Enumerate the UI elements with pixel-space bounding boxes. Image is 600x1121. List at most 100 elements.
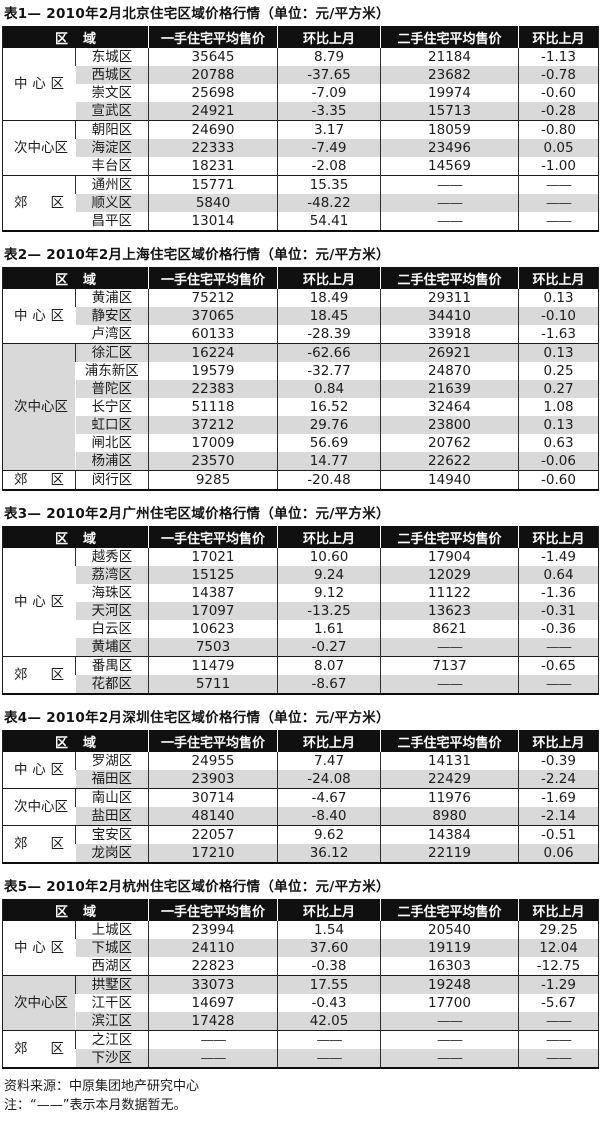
col-header-new-price: 一手住宅平均售价 [148, 26, 278, 48]
new-price-cell: 24110 [148, 939, 278, 957]
new-mom-cell: -3.35 [277, 102, 381, 121]
used-price-cell: 21184 [380, 48, 519, 66]
used-price-cell: 23682 [380, 66, 519, 84]
used-mom-cell: -0.31 [518, 602, 599, 620]
new-mom-cell: -20.48 [277, 470, 381, 490]
district-cell: 通州区 [74, 175, 149, 194]
used-price-cell: 11122 [380, 584, 519, 602]
used-mom-cell: -1.49 [518, 548, 599, 566]
new-price-cell: 11479 [148, 656, 278, 675]
used-price-cell: 19974 [380, 84, 519, 102]
used-price-cell: 19119 [380, 939, 519, 957]
used-mom-cell: —— [518, 194, 599, 212]
new-price-cell: 17009 [148, 434, 278, 452]
table-block: 表2— 2010年2月上海住宅区域价格行情（单位：元/平方米） 区域 一手住宅平均售… [2, 247, 600, 491]
table-title: 表5— 2010年2月杭州住宅区域价格行情（单位：元/平方米） [4, 879, 390, 895]
new-price-cell: 22823 [148, 957, 278, 976]
used-mom-cell: 0.63 [518, 434, 599, 452]
new-price-cell: 22383 [148, 380, 278, 398]
col-header-region: 区域 [2, 267, 149, 289]
region-group-label: 中心区 [14, 308, 64, 324]
used-price-cell: 17700 [380, 994, 519, 1012]
new-mom-cell: -0.27 [277, 638, 381, 657]
new-price-cell: 33073 [148, 975, 278, 994]
new-price-cell: 23903 [148, 770, 278, 789]
used-mom-cell: 1.08 [518, 398, 599, 416]
new-price-cell: 48140 [148, 807, 278, 826]
new-price-cell: 9285 [148, 470, 278, 490]
used-price-cell: 22622 [380, 452, 519, 471]
district-cell: 越秀区 [74, 548, 149, 566]
used-mom-cell: -1.29 [518, 975, 599, 994]
col-header-used-price: 二手住宅平均售价 [380, 730, 519, 752]
new-mom-cell: 0.84 [277, 380, 381, 398]
used-mom-cell: -0.51 [518, 825, 599, 844]
region-group-cell: 郊区 [2, 825, 76, 863]
new-price-cell: 17428 [148, 1012, 278, 1031]
table-row: 次中心区 朝阳区 24690 3.17 18059 -0.80 [2, 120, 599, 176]
used-mom-cell: 0.64 [518, 566, 599, 584]
new-mom-cell: 9.24 [277, 566, 381, 584]
used-price-cell: 20540 [380, 921, 519, 939]
used-price-cell: 23800 [380, 416, 519, 434]
region-group-label: 次中心区 [14, 995, 68, 1011]
table-row: 黄埔区 7503 -0.27 —— —— [3, 638, 599, 657]
new-price-cell: 24690 [148, 120, 278, 139]
new-price-cell: 75212 [148, 289, 278, 307]
region-group-label: 郊区 [14, 667, 64, 683]
col-header-new-price: 一手住宅平均售价 [148, 899, 278, 921]
used-mom-cell: —— [518, 175, 599, 194]
used-mom-cell: -0.06 [518, 452, 599, 471]
used-mom-cell: -1.36 [518, 584, 599, 602]
region-group-label: 郊区 [14, 836, 64, 852]
new-mom-cell: 18.49 [277, 289, 381, 307]
new-mom-cell: 1.61 [277, 620, 381, 638]
col-header-region-label: 区域 [55, 531, 97, 547]
used-mom-cell: 0.06 [518, 844, 599, 863]
used-mom-cell: —— [518, 1030, 599, 1049]
district-cell: 海淀区 [75, 139, 149, 157]
district-cell: 江干区 [75, 994, 149, 1012]
new-price-cell: 18231 [148, 157, 278, 176]
region-group-cell: 次中心区 [2, 120, 76, 176]
col-header-region-label: 区域 [55, 904, 97, 920]
price-table: 区域 一手住宅平均售价 环比上月 二手住宅平均售价 环比上月 中心区 越秀区 17021 10.… [2, 526, 600, 695]
region-group-cell: 次中心区 [2, 975, 76, 1031]
new-mom-cell: 42.05 [277, 1012, 381, 1031]
col-header-region: 区域 [2, 899, 149, 921]
col-header-new-price: 一手住宅平均售价 [148, 526, 278, 548]
new-price-cell: 7503 [148, 638, 278, 657]
footer-source: 资料来源：中原集团地产研究中心 [4, 1079, 200, 1094]
col-header-used-price: 二手住宅平均售价 [380, 26, 519, 48]
table-row: 花都区 5711 -8.67 —— —— [3, 675, 599, 694]
footer-note: 注：“——”表示本月数据暂无。 [4, 1098, 187, 1113]
district-cell: 福田区 [75, 770, 149, 789]
district-cell: 花都区 [75, 675, 149, 694]
district-cell: 闵行区 [74, 470, 149, 490]
table-block: 表1— 2010年2月北京住宅区域价格行情（单位：元/平方米） 区域 一手住宅平均售… [2, 6, 600, 232]
new-mom-cell: -8.40 [277, 807, 381, 826]
table-row: 滨江区 17428 42.05 —— —— [3, 1012, 599, 1031]
new-price-cell: 19579 [148, 362, 278, 380]
district-cell: 西湖区 [75, 957, 149, 976]
new-price-cell: 37065 [148, 307, 278, 325]
district-cell: 拱墅区 [74, 975, 149, 994]
table-row: 海淀区 22333 -7.49 23496 0.05 [3, 139, 599, 157]
col-header-region-label: 区域 [55, 735, 97, 751]
new-price-cell: 15125 [148, 566, 278, 584]
new-mom-cell: -4.67 [277, 788, 381, 807]
table-row: 浦东新区 19579 -32.77 24870 0.25 [3, 362, 599, 380]
region-group-label: 郊区 [14, 472, 64, 488]
district-cell: 东城区 [74, 48, 149, 66]
table-row: 宣武区 24921 -3.35 15713 -0.28 [3, 102, 599, 121]
new-mom-cell: -2.08 [277, 157, 381, 176]
new-price-cell: 17210 [148, 844, 278, 863]
used-price-cell: 22119 [380, 844, 519, 863]
region-group-label: 中心区 [14, 940, 64, 956]
district-cell: 黄埔区 [75, 638, 149, 657]
new-price-cell: 35645 [148, 48, 278, 66]
district-cell: 南山区 [74, 788, 149, 807]
new-price-cell: 10623 [148, 620, 278, 638]
new-mom-cell: 36.12 [277, 844, 381, 863]
table-row: 天河区 17097 -13.25 13623 -0.31 [3, 602, 599, 620]
